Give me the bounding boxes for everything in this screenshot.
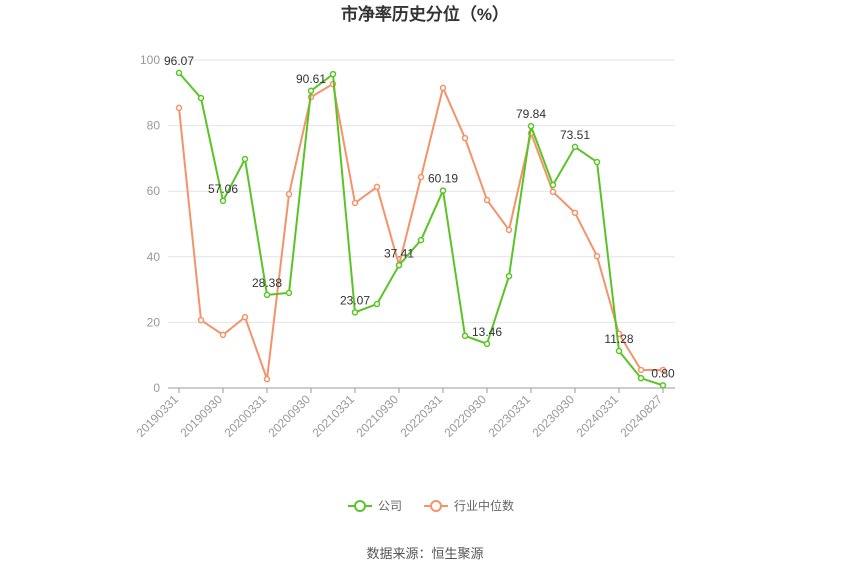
data-point [571,209,579,217]
data-point [263,375,271,383]
data-point [461,332,469,340]
y-tick-label: 100 [140,53,160,67]
data-point [659,382,667,389]
data-label: 96.07 [164,54,194,68]
data-point [373,183,381,191]
data-label: 23.07 [340,293,370,307]
x-tick-label: 20220331 [397,392,445,440]
x-tick-label: 20190331 [133,392,181,440]
data-label: 57.06 [208,182,238,196]
data-point [637,366,645,374]
data-point [175,69,183,77]
x-tick-label: 20240331 [573,392,621,440]
legend-label: 公司 [378,499,402,513]
data-point [175,104,183,112]
x-tick-label: 20220930 [441,392,489,440]
data-point [395,262,403,269]
source-note: 数据来源：恒生聚源 [366,546,483,561]
data-label: 90.61 [296,72,326,86]
data-point [417,173,425,181]
data-point [351,199,359,207]
data-point [219,331,227,339]
data-point [659,366,667,374]
data-point [417,236,425,244]
data-label: 28.38 [252,276,282,290]
data-point [439,187,447,194]
x-tick-label: 20230930 [529,392,577,440]
x-tick-label: 20200930 [265,392,313,440]
data-point [263,291,271,299]
x-tick-label: 20210930 [353,392,401,440]
data-point [593,158,601,166]
data-point [373,300,381,308]
data-point [351,309,359,316]
legend-label: 行业中位数 [454,498,514,513]
data-point [241,313,249,321]
data-point [483,340,491,348]
data-point [439,84,447,92]
y-tick-label: 60 [147,184,161,198]
data-label: 11.28 [604,332,633,346]
data-point [615,347,623,355]
y-tick-label: 0 [153,381,160,395]
x-tick-label: 20210331 [309,392,357,440]
data-point [219,197,227,205]
data-label: 13.46 [472,325,502,339]
data-point [461,134,469,142]
x-tick-label: 20190930 [177,392,225,440]
data-label: 73.51 [560,128,590,142]
data-label: 79.84 [516,107,546,121]
data-label: 0.80 [651,366,675,380]
data-point [527,122,535,130]
data-point [197,94,205,102]
legend-swatch-marker [354,500,366,512]
data-point [549,188,557,196]
x-tick-label: 20240827 [617,392,665,440]
x-tick-label: 20200331 [221,392,269,440]
data-point [571,143,579,151]
data-point [483,196,491,204]
legend-swatch-marker [430,500,443,512]
data-point [307,87,315,95]
data-point [285,190,293,198]
data-point [593,252,601,260]
data-point [637,374,645,382]
legend-item: 公司 [348,499,402,513]
data-point [549,181,557,189]
data-point [241,155,249,163]
y-tick-label: 20 [147,315,161,329]
data-point [329,70,337,78]
data-label: 60.19 [428,172,458,186]
data-point [197,316,205,324]
series-line [178,82,663,380]
data-point [505,272,513,280]
data-point [505,226,513,234]
chart-title: 市净率历史分位（%） [341,4,509,24]
data-point [285,289,293,297]
legend-item: 行业中位数 [424,498,514,513]
data-label: 37.41 [384,246,414,260]
y-tick-label: 40 [147,250,161,264]
x-tick-label: 20230331 [485,392,533,440]
y-tick-label: 80 [147,119,161,133]
